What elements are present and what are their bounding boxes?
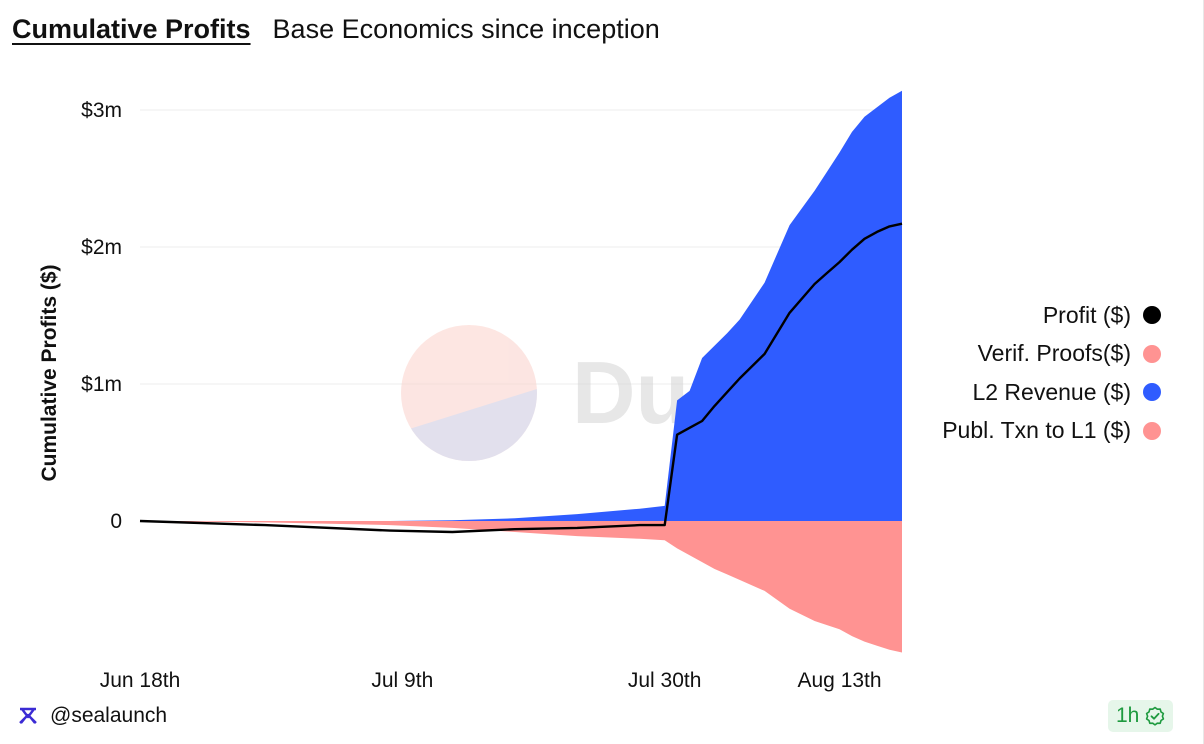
- refresh-badge[interactable]: 1h: [1108, 700, 1174, 732]
- legend-item-publ-txn[interactable]: Publ. Txn to L1 ($): [942, 412, 1161, 451]
- x-tick-label: Aug 13th: [798, 669, 882, 692]
- chart-title-link[interactable]: Cumulative Profits: [12, 14, 251, 44]
- x-tick-label: Jun 18th: [100, 669, 181, 692]
- series-lines: [139, 222, 903, 534]
- series-area-publ-txn-to-l1: [140, 521, 902, 653]
- y-tick-label: $3m: [81, 99, 122, 122]
- legend-label: Profit ($): [1042, 301, 1131, 328]
- series-line-profit: [139, 222, 903, 534]
- refresh-interval: 1h: [1116, 704, 1140, 727]
- y-tick-labels: 0 $1m $2m $3m: [81, 99, 122, 533]
- series-areas: [140, 90, 902, 653]
- verified-check-icon: [1146, 706, 1165, 726]
- y-axis-label: Cumulative Profits ($): [38, 264, 61, 481]
- y-tick-label: $1m: [81, 373, 122, 396]
- x-tick-labels: Jun 18th Jul 9th Jul 30th Aug 13th: [100, 669, 882, 692]
- y-tick-label: 0: [110, 510, 122, 533]
- x-tick-label: Jul 9th: [371, 669, 433, 692]
- series-area-l2-revenue: [140, 90, 902, 522]
- legend-label: Publ. Txn to L1 ($): [942, 417, 1131, 444]
- legend-item-profit[interactable]: Profit ($): [1043, 296, 1161, 335]
- chart-legend: Profit ($) Verif. Proofs($) L2 Revenue (…: [841, 296, 1161, 450]
- chart-subtitle: Base Economics since inception: [272, 14, 660, 44]
- legend-item-verif-proofs[interactable]: Verif. Proofs($): [978, 335, 1161, 374]
- footer-handle: @sealaunch: [50, 704, 168, 727]
- legend-swatch-verif-proofs: [1143, 344, 1161, 363]
- watermark-logo-shade: [401, 388, 537, 461]
- y-tick-label: $2m: [81, 236, 122, 259]
- legend-label: L2 Revenue ($): [972, 378, 1131, 405]
- legend-label: Verif. Proofs($): [977, 340, 1131, 367]
- legend-swatch-l2-revenue: [1143, 383, 1161, 402]
- legend-swatch-profit: [1143, 306, 1161, 325]
- legend-item-l2-revenue[interactable]: L2 Revenue ($): [972, 373, 1161, 412]
- sealaunch-logo-icon: [19, 707, 37, 724]
- legend-swatch-publ-txn: [1143, 421, 1161, 440]
- chart-header: Cumulative Profits Base Economics since …: [12, 14, 660, 45]
- footer-brand[interactable]: @sealaunch: [18, 704, 167, 728]
- x-tick-label: Jul 30th: [628, 669, 702, 692]
